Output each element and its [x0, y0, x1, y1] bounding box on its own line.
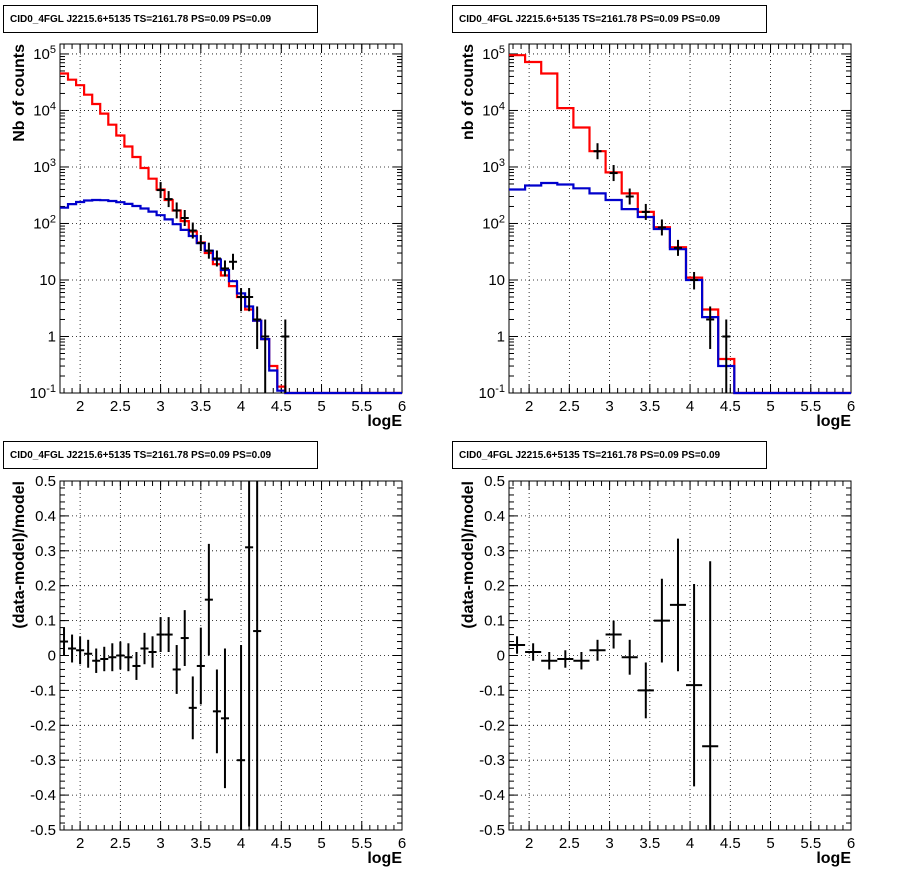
plot-frame	[59, 43, 403, 394]
x-tick-label: 6	[847, 835, 855, 852]
x-axis-label: logE	[367, 413, 402, 430]
y-tick-label: 0.3	[484, 543, 505, 560]
x-tick-label: 4.5	[271, 398, 292, 415]
x-tick-label: 3	[605, 398, 613, 415]
y-axis-label: (data-model)/model	[11, 481, 28, 629]
y-axis-label: Nb of counts	[11, 44, 28, 142]
x-tick-label: 6	[398, 398, 406, 415]
y-tick-label: -0.3	[30, 752, 56, 769]
x-tick-label: 5	[766, 835, 774, 852]
y-tick-label: -0.2	[30, 717, 56, 734]
x-tick-label: 5.5	[351, 835, 372, 852]
y-tick-label: 0.2	[35, 578, 56, 595]
x-tick-label: 3.5	[190, 398, 211, 415]
y-tick-label: 103	[482, 157, 505, 176]
y-tick-label: 0.5	[35, 473, 56, 490]
y-tick-label: 10-1	[30, 383, 56, 402]
chart-title-top-right: CID0_4FGL J2215.6+5135 TS=2161.78 PS=0.0…	[452, 5, 767, 33]
y-tick-label: -0.4	[30, 787, 56, 804]
x-tick-label: 4	[237, 398, 245, 415]
x-tick-label: 3.5	[639, 835, 660, 852]
y-tick-label: 102	[482, 213, 505, 232]
chart-title-bottom-left: CID0_4FGL J2215.6+5135 TS=2161.78 PS=0.0…	[3, 441, 318, 469]
x-tick-label: 3.5	[639, 398, 660, 415]
y-tick-label: 104	[482, 100, 505, 119]
x-tick-label: 3	[605, 835, 613, 852]
x-tick-label: 2.5	[559, 835, 580, 852]
y-tick-label: 0.1	[35, 613, 56, 630]
chart-title-top-left: CID0_4FGL J2215.6+5135 TS=2161.78 PS=0.0…	[3, 5, 318, 33]
x-tick-label: 2	[525, 398, 533, 415]
y-tick-label: 0.3	[35, 543, 56, 560]
chart-panel-3: 2 2.5 3 3.5 4 4.5 5 5.5 6 -0.5 -0.4 -0.3 -0.2 -0.1 0 0.…	[11, 473, 406, 867]
y-tick-label: 104	[33, 100, 56, 119]
y-tick-label: 103	[33, 157, 56, 176]
y-tick-label: 0.5	[484, 473, 505, 490]
x-tick-label: 4.5	[720, 835, 741, 852]
plot-frame	[508, 480, 852, 831]
x-tick-label: 4	[237, 835, 245, 852]
y-tick-label: 105	[482, 44, 505, 63]
x-tick-label: 4.5	[271, 835, 292, 852]
y-tick-label: 0.2	[484, 578, 505, 595]
x-tick-label: 2	[76, 835, 84, 852]
x-tick-label: 3	[156, 835, 164, 852]
y-tick-label: 1	[497, 328, 505, 345]
y-tick-label: -0.2	[479, 717, 505, 734]
x-tick-label: 4	[686, 398, 694, 415]
y-tick-label: -0.5	[30, 822, 56, 839]
y-tick-label: 0	[48, 648, 56, 665]
source_model-histogram	[60, 198, 402, 395]
plot-frame	[59, 480, 403, 831]
x-axis-label: logE	[367, 850, 402, 867]
y-tick-label: 10	[39, 272, 56, 289]
source_model-histogram	[509, 181, 851, 395]
y-tick-label: 1	[48, 328, 56, 345]
x-tick-label: 3.5	[190, 835, 211, 852]
x-tick-label: 5.5	[800, 835, 821, 852]
chart-panel-2: 2 2.5 3 3.5 4 4.5 5 5.5 6 10-1 1 10 102 103 104 105 logE…	[460, 43, 855, 430]
chart-panel-1: 2 2.5 3 3.5 4 4.5 5 5.5 6 10-1 1 10 102 103 104 105 logE…	[11, 43, 406, 430]
y-tick-label: 10-1	[479, 383, 505, 402]
x-tick-label: 5.5	[351, 398, 372, 415]
y-tick-label: -0.1	[30, 682, 56, 699]
x-tick-label: 3	[156, 398, 164, 415]
y-tick-label: 0.1	[484, 613, 505, 630]
y-tick-label: 105	[33, 44, 56, 63]
x-axis-label: logE	[816, 413, 851, 430]
y-axis-label: nb of counts	[460, 44, 477, 140]
plot-frame	[508, 43, 852, 394]
x-tick-label: 2.5	[110, 398, 131, 415]
x-tick-label: 2.5	[110, 835, 131, 852]
x-tick-label: 5.5	[800, 398, 821, 415]
x-tick-label: 5	[317, 398, 325, 415]
x-axis-label: logE	[816, 850, 851, 867]
x-tick-label: 5	[317, 835, 325, 852]
x-tick-label: 2	[525, 835, 533, 852]
x-tick-label: 4	[686, 835, 694, 852]
y-tick-label: -0.1	[479, 682, 505, 699]
x-tick-label: 5	[766, 398, 774, 415]
x-tick-label: 2	[76, 398, 84, 415]
y-tick-label: 0	[497, 648, 505, 665]
y-tick-label: 0.4	[484, 508, 505, 525]
chart-title-bottom-right: CID0_4FGL J2215.6+5135 TS=2161.78 PS=0.0…	[452, 441, 767, 469]
x-tick-label: 2.5	[559, 398, 580, 415]
chart-panel-4: 2 2.5 3 3.5 4 4.5 5 5.5 6 -0.5 -0.4 -0.3 -0.2 -0.1 0 0.…	[460, 473, 855, 867]
x-tick-label: 4.5	[720, 398, 741, 415]
y-tick-label: -0.4	[479, 787, 505, 804]
y-tick-label: 0.4	[35, 508, 56, 525]
y-axis-label: (data-model)/model	[460, 481, 477, 629]
y-tick-label: -0.5	[479, 822, 505, 839]
y-tick-label: -0.3	[479, 752, 505, 769]
x-tick-label: 6	[398, 835, 406, 852]
x-tick-label: 6	[847, 398, 855, 415]
y-tick-label: 10	[488, 272, 505, 289]
y-tick-label: 102	[33, 213, 56, 232]
